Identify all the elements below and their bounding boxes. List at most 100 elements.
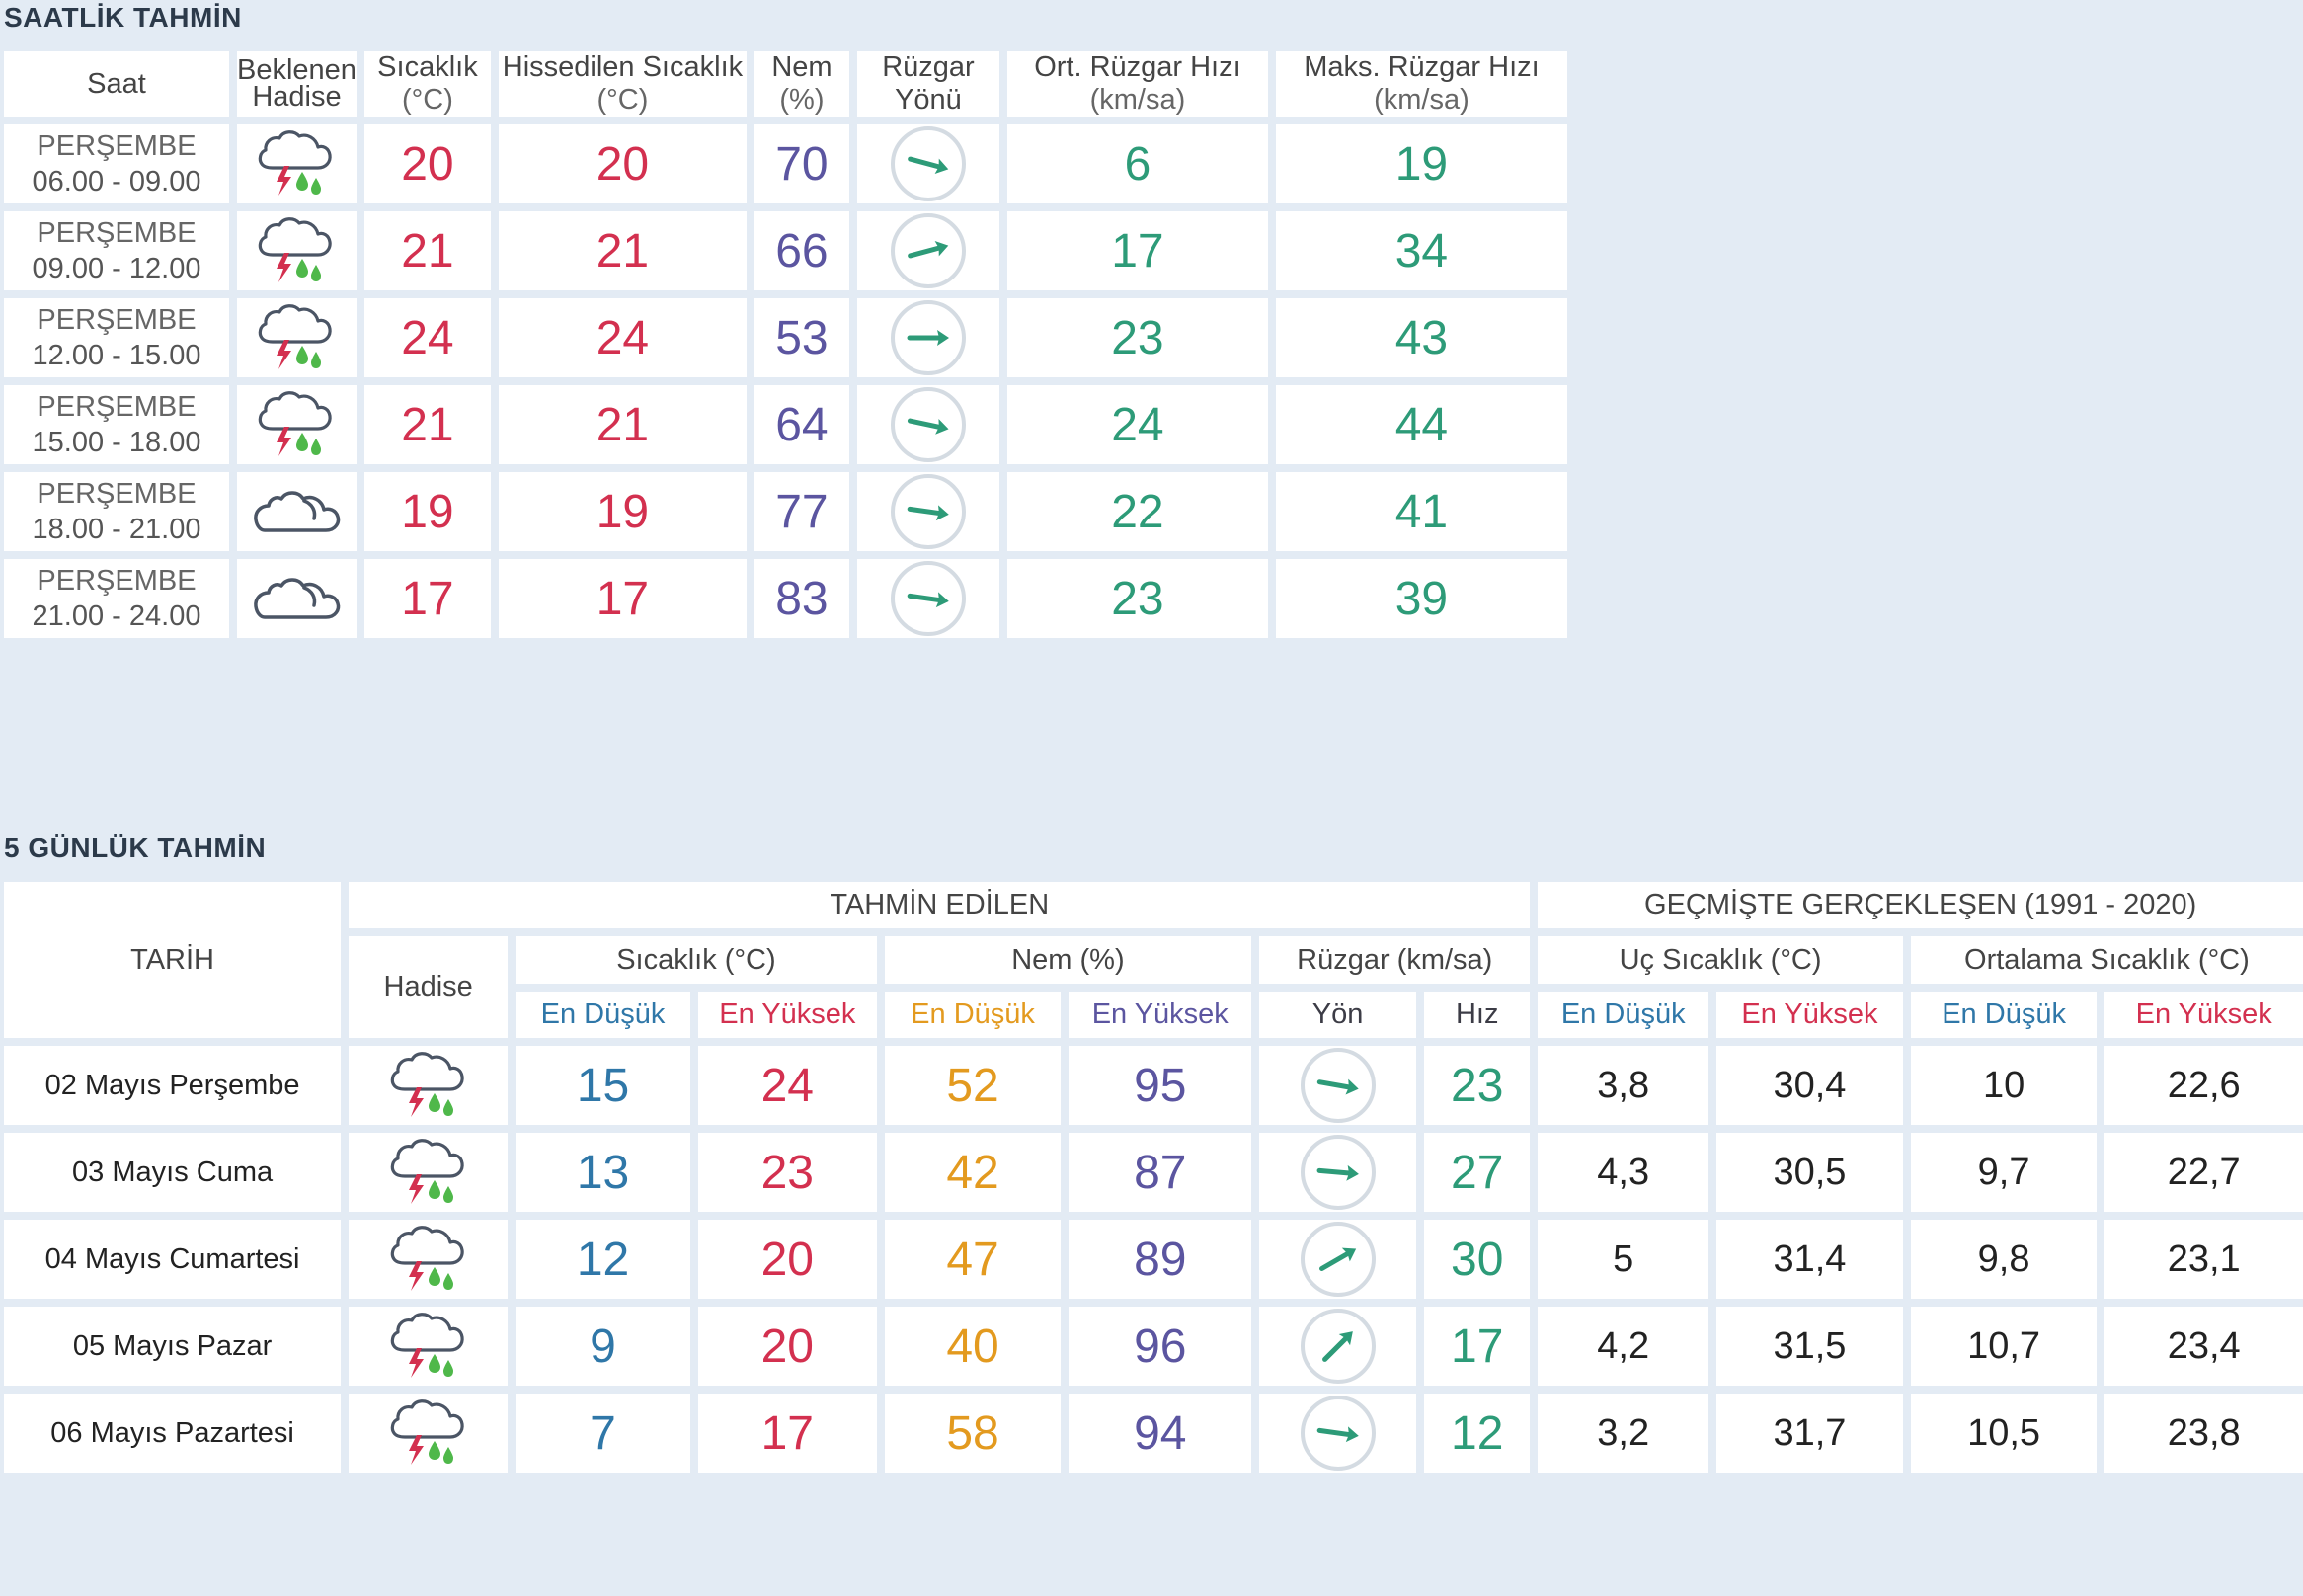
hourly-weather-cell [237, 298, 357, 377]
daily-extreme-max: 31,5 [1716, 1307, 1903, 1386]
header-max-wind: Maks. Rüzgar Hızı (km/sa) [1275, 51, 1567, 117]
wind-arrow-icon [1300, 1309, 1376, 1384]
daily-humidity-max: 96 [1069, 1307, 1252, 1386]
daily-wind-direction [1259, 1220, 1417, 1299]
thunder-rain-icon [259, 217, 333, 282]
hourly-time: PERŞEMBE 18.00 - 21.00 [4, 472, 229, 551]
hourly-feels: 17 [498, 559, 747, 638]
hourly-range: 12.00 - 15.00 [32, 340, 201, 371]
hourly-wind-direction [856, 559, 999, 638]
header-temp-min: En Düşük [516, 992, 690, 1038]
header-humidity: Nem (%) [884, 936, 1252, 984]
hourly-feels: 20 [498, 124, 747, 203]
hourly-max-wind: 34 [1275, 211, 1567, 290]
daily-extreme-min: 3,2 [1538, 1394, 1709, 1473]
thunder-rain-icon [390, 1226, 464, 1291]
hourly-feels: 21 [498, 385, 747, 464]
daily-temp-max: 20 [697, 1307, 877, 1386]
hourly-temp: 19 [363, 472, 491, 551]
hourly-wind-direction [856, 385, 999, 464]
daily-humidity-min: 52 [884, 1046, 1062, 1125]
hourly-max-wind: 44 [1275, 385, 1567, 464]
daily-wind-speed: 27 [1424, 1133, 1531, 1212]
header-temperature: Sıcaklık (°C) [516, 936, 877, 984]
daily-average-max: 23,8 [2104, 1394, 2303, 1473]
wind-arrow-icon [890, 387, 966, 462]
wind-arrow-icon [1300, 1222, 1376, 1297]
daily-date: 02 Mayıs Perşembe [4, 1046, 342, 1125]
hourly-row: PERŞEMBE 12.00 - 15.00 24 24 53 23 43 [4, 298, 1567, 377]
daily-extreme-max: 30,5 [1716, 1133, 1903, 1212]
hourly-day: PERŞEMBE [37, 565, 197, 597]
hourly-row: PERŞEMBE 06.00 - 09.00 20 20 70 6 19 [4, 124, 1567, 203]
daily-temp-max: 24 [697, 1046, 877, 1125]
wind-arrow-icon [1300, 1135, 1376, 1210]
hourly-range: 15.00 - 18.00 [32, 427, 201, 458]
thunder-rain-icon [390, 1139, 464, 1204]
hourly-avg-wind: 22 [1006, 472, 1268, 551]
hourly-weather-cell [237, 211, 357, 290]
daily-temp-min: 12 [516, 1220, 690, 1299]
daily-date: 03 Mayıs Cuma [4, 1133, 342, 1212]
hourly-day: PERŞEMBE [37, 130, 197, 162]
daily-weather-cell [349, 1133, 509, 1212]
header-wind-dir: Yön [1259, 992, 1417, 1038]
hourly-humidity: 64 [754, 385, 849, 464]
daily-date: 06 Mayıs Pazartesi [4, 1394, 342, 1473]
hourly-feels: 24 [498, 298, 747, 377]
header-avg-wind-label: Ort. Rüzgar Hızı [1034, 51, 1241, 83]
hourly-temp: 17 [363, 559, 491, 638]
daily-temp-max: 23 [697, 1133, 877, 1212]
daily-humidity-max: 95 [1069, 1046, 1252, 1125]
wind-arrow-icon [890, 474, 966, 549]
hourly-humidity: 83 [754, 559, 849, 638]
hourly-weather-cell [237, 124, 357, 203]
daily-average-min: 10,7 [1910, 1307, 2098, 1386]
header-average-min: En Düşük [1910, 992, 2098, 1038]
daily-row: 02 Mayıs Perşembe 15 24 52 95 23 3,8 30,4 10 22,6 [4, 1046, 2303, 1125]
hourly-feels: 21 [498, 211, 747, 290]
daily-header-row-2: Hadise Sıcaklık (°C) Nem (%) Rüzgar (km/… [4, 936, 2303, 1038]
hourly-humidity: 70 [754, 124, 849, 203]
daily-extreme-max: 31,4 [1716, 1220, 1903, 1299]
daily-average-min: 9,8 [1910, 1220, 2098, 1299]
daily-header-row-1: TARİH TAHMİN EDİLEN GEÇMİŞTE GERÇEKLEŞEN… [4, 882, 2303, 1038]
header-hum-max: En Yüksek [1069, 992, 1252, 1038]
daily-temp-max: 20 [697, 1220, 877, 1299]
hourly-forecast-table: Saat Beklenen Hadise Sıcaklık (°C) Hisse… [0, 43, 1575, 646]
daily-forecast-table: TARİH TAHMİN EDİLEN GEÇMİŞTE GERÇEKLEŞEN… [0, 874, 2303, 1480]
daily-humidity-max: 89 [1069, 1220, 1252, 1299]
daily-extreme-max: 30,4 [1716, 1046, 1903, 1125]
daily-humidity-max: 94 [1069, 1394, 1252, 1473]
hourly-wind-direction [856, 472, 999, 551]
daily-section-title: 5 GÜNLÜK TAHMİN [4, 833, 267, 863]
header-hum-min: En Düşük [884, 992, 1062, 1038]
header-extreme-min: En Düşük [1538, 992, 1709, 1038]
header-history-group: GEÇMİŞTE GERÇEKLEŞEN (1991 - 2020) [1538, 882, 2303, 928]
daily-humidity-max: 87 [1069, 1133, 1252, 1212]
header-hadise: Hadise [349, 936, 509, 1038]
daily-weather-cell [349, 1307, 509, 1386]
header-humidity: Nem (%) [754, 51, 849, 117]
header-max-wind-unit: (km/sa) [1374, 84, 1469, 116]
hourly-humidity: 66 [754, 211, 849, 290]
header-humidity-label: Nem [771, 51, 833, 83]
daily-header-row-3: En Düşük En Yüksek En Düşük En Yüksek Yö… [4, 992, 2303, 1038]
header-average-temp: Ortalama Sıcaklık (°C) [1910, 936, 2303, 984]
daily-humidity-min: 42 [884, 1133, 1062, 1212]
header-feels-label: Hissedilen Sıcaklık [502, 51, 744, 83]
hourly-temp: 21 [363, 385, 491, 464]
header-temp: Sıcaklık (°C) [363, 51, 491, 117]
hourly-day: PERŞEMBE [37, 391, 197, 423]
daily-date: 04 Mayıs Cumartesi [4, 1220, 342, 1299]
hourly-humidity: 53 [754, 298, 849, 377]
thunder-rain-icon [259, 130, 333, 196]
header-feels: Hissedilen Sıcaklık (°C) [498, 51, 747, 117]
hourly-feels: 19 [498, 472, 747, 551]
daily-extreme-min: 4,2 [1538, 1307, 1709, 1386]
hourly-max-wind: 19 [1275, 124, 1567, 203]
header-wind-direction: Rüzgar Yönü [856, 51, 999, 117]
header-avg-wind: Ort. Rüzgar Hızı (km/sa) [1006, 51, 1268, 117]
daily-humidity-min: 47 [884, 1220, 1062, 1299]
daily-wind-speed: 12 [1424, 1394, 1531, 1473]
